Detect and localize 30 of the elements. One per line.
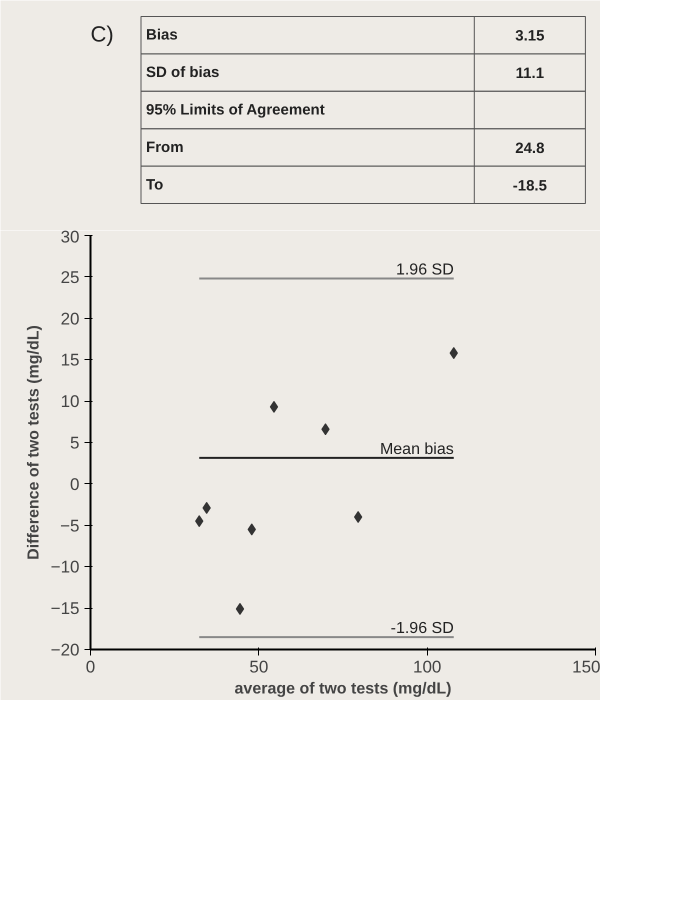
ref-line-label: -1.96 SD: [390, 620, 454, 638]
ref-line-label: 1.96 SD: [396, 262, 454, 279]
y-tick-label: 0: [70, 474, 80, 494]
y-tick-label: −20: [50, 640, 80, 660]
text: 11.1: [516, 65, 544, 82]
y-tick-label: 20: [60, 309, 80, 328]
text: C): [90, 21, 114, 46]
x-tick-label: 150: [572, 658, 601, 676]
text: From: [146, 138, 184, 156]
ref-line-label: Mean bias: [380, 440, 454, 458]
x-tick-label: 0: [86, 658, 96, 676]
y-tick-label: −5: [60, 516, 80, 536]
text: To: [146, 176, 164, 194]
text: Bias: [146, 26, 178, 44]
text: 95% Limits of Agreement: [146, 102, 325, 118]
y-tick-label: 10: [60, 392, 80, 412]
text: -18.5: [512, 177, 547, 194]
x-axis-title: average of two tests (mg/dL): [234, 680, 452, 698]
x-tick-label: 100: [412, 658, 442, 676]
text: SD of bias: [146, 64, 220, 82]
x-tick-label: 50: [249, 658, 268, 676]
y-tick-label: 30: [60, 228, 80, 246]
y-tick-label: −10: [50, 558, 80, 577]
text: 3.15: [515, 28, 544, 45]
y-tick-label: −15: [50, 599, 80, 618]
y-axis-title: Difference of two tests (mg/dL): [26, 325, 43, 560]
text: 24.8: [515, 140, 544, 157]
y-tick-label: 5: [70, 434, 80, 452]
y-tick-label: 25: [60, 268, 80, 287]
y-tick-label: 15: [60, 350, 80, 370]
